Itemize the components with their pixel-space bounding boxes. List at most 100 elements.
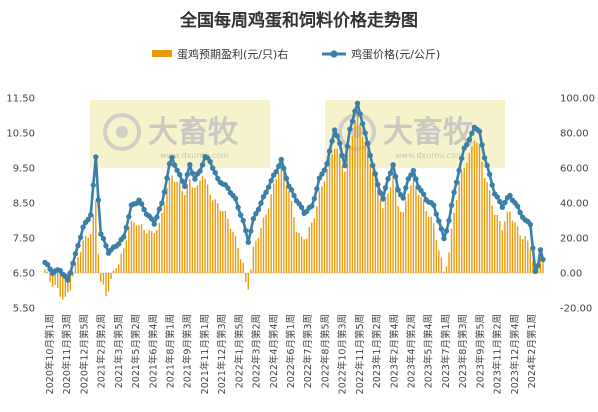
profit-bar	[242, 262, 244, 273]
profit-bar	[514, 222, 516, 273]
profit-bar	[425, 211, 427, 273]
profit-bar	[440, 257, 443, 273]
egg-price-point	[235, 204, 241, 211]
egg-price-point	[537, 247, 544, 253]
egg-price-point	[281, 165, 287, 172]
profit-bar	[461, 171, 463, 273]
left-tick-label: 6.50	[13, 269, 35, 280]
profit-bar	[105, 273, 107, 296]
egg-price-point	[164, 175, 170, 181]
profit-bar	[212, 200, 214, 273]
profit-bar	[72, 273, 74, 277]
egg-price-point	[176, 171, 183, 178]
profit-bar	[356, 109, 359, 274]
egg-price-point	[476, 128, 483, 135]
profit-bar	[163, 204, 166, 273]
profit-bar	[229, 228, 232, 273]
profit-bar	[333, 148, 336, 273]
profit-bar	[184, 195, 186, 273]
x-tick-label: 2021年9月第3周	[182, 314, 194, 388]
profit-bar	[267, 208, 270, 273]
profit-bar	[224, 210, 227, 273]
profit-bar	[97, 253, 100, 273]
egg-price-point	[90, 182, 96, 188]
x-tick-label: 2021年6月第4周	[147, 314, 159, 388]
right-tick-label: 60.00	[560, 164, 589, 175]
egg-price-point	[215, 175, 221, 182]
x-tick-label: 2021年8月第1周	[165, 314, 177, 388]
profit-bar	[156, 229, 158, 273]
egg-price-point	[527, 221, 533, 228]
egg-price-point	[75, 242, 81, 249]
profit-bar	[161, 212, 163, 273]
profit-bar	[260, 227, 262, 273]
egg-price-point	[156, 206, 163, 212]
profit-bar	[509, 211, 511, 273]
profit-bar	[84, 235, 87, 273]
egg-price-point	[507, 192, 513, 199]
profit-bar	[379, 200, 382, 273]
watermark-brand: 大畜牧	[148, 115, 239, 150]
profit-bar	[227, 218, 229, 273]
egg-price-point	[420, 191, 427, 197]
egg-price-point	[382, 184, 389, 191]
legend-label-egg-price: 鸡蛋价格(元/公斤)	[351, 47, 440, 61]
legend-marker-egg-price	[330, 50, 338, 58]
profit-bar	[298, 232, 300, 273]
egg-price-point	[400, 195, 406, 201]
egg-price-point	[88, 212, 94, 218]
profit-bar	[255, 240, 257, 273]
egg-price-point	[93, 154, 99, 160]
profit-bar	[306, 238, 308, 273]
egg-price-point	[448, 202, 455, 208]
profit-bar	[463, 167, 465, 273]
egg-price-point	[486, 171, 493, 178]
profit-bar	[328, 157, 331, 273]
profit-bar	[321, 186, 323, 273]
profit-bar	[173, 181, 176, 273]
egg-price-point	[367, 152, 373, 159]
egg-price-point	[67, 270, 74, 276]
egg-price-point	[154, 214, 160, 220]
egg-price-point	[370, 162, 376, 169]
egg-price-point	[319, 171, 325, 177]
egg-price-markers	[42, 100, 546, 283]
profit-bar	[542, 256, 544, 273]
profit-bar	[532, 261, 534, 273]
profit-bar	[473, 140, 476, 273]
profit-bar	[427, 216, 430, 273]
profit-bar	[135, 225, 138, 273]
profit-bar	[318, 191, 321, 273]
right-tick-label: 0.00	[560, 269, 582, 280]
profit-bar	[77, 257, 79, 273]
profit-bar	[435, 240, 437, 273]
profit-bar	[387, 193, 389, 273]
profit-bar	[448, 252, 450, 273]
egg-price-point	[283, 175, 290, 182]
egg-price-point	[410, 167, 417, 174]
x-tick-label: 2023年1月第2周	[371, 314, 383, 388]
x-tick-label: 2024年2月第1周	[526, 314, 538, 388]
profit-bar	[420, 197, 422, 273]
profit-bar	[285, 185, 288, 273]
profit-bar	[344, 171, 346, 273]
profit-bar	[394, 186, 397, 273]
x-tick-label: 2022年10月第3周	[337, 314, 349, 394]
egg-price-point	[329, 138, 335, 144]
legend: 蛋鸡预期盈利(元/只)右 鸡蛋价格(元/公斤)	[152, 47, 440, 61]
profit-bar	[377, 185, 379, 273]
x-tick-label: 2023年9月第5周	[474, 314, 486, 388]
x-tick-label: 2023年5月第4周	[423, 314, 435, 388]
left-tick-label: 7.50	[13, 234, 35, 245]
profit-bar	[237, 248, 239, 273]
chart-title: 全国每周鸡蛋和饲料价格走势图	[179, 10, 418, 31]
profit-bar	[433, 223, 435, 273]
x-tick-label: 2023年11月第2周	[492, 314, 504, 394]
profit-bar	[69, 273, 72, 291]
egg-price-point	[65, 277, 71, 283]
egg-price-point	[385, 176, 391, 182]
egg-price-point	[331, 127, 338, 133]
egg-price-point	[80, 224, 86, 230]
profit-bar	[494, 214, 496, 273]
